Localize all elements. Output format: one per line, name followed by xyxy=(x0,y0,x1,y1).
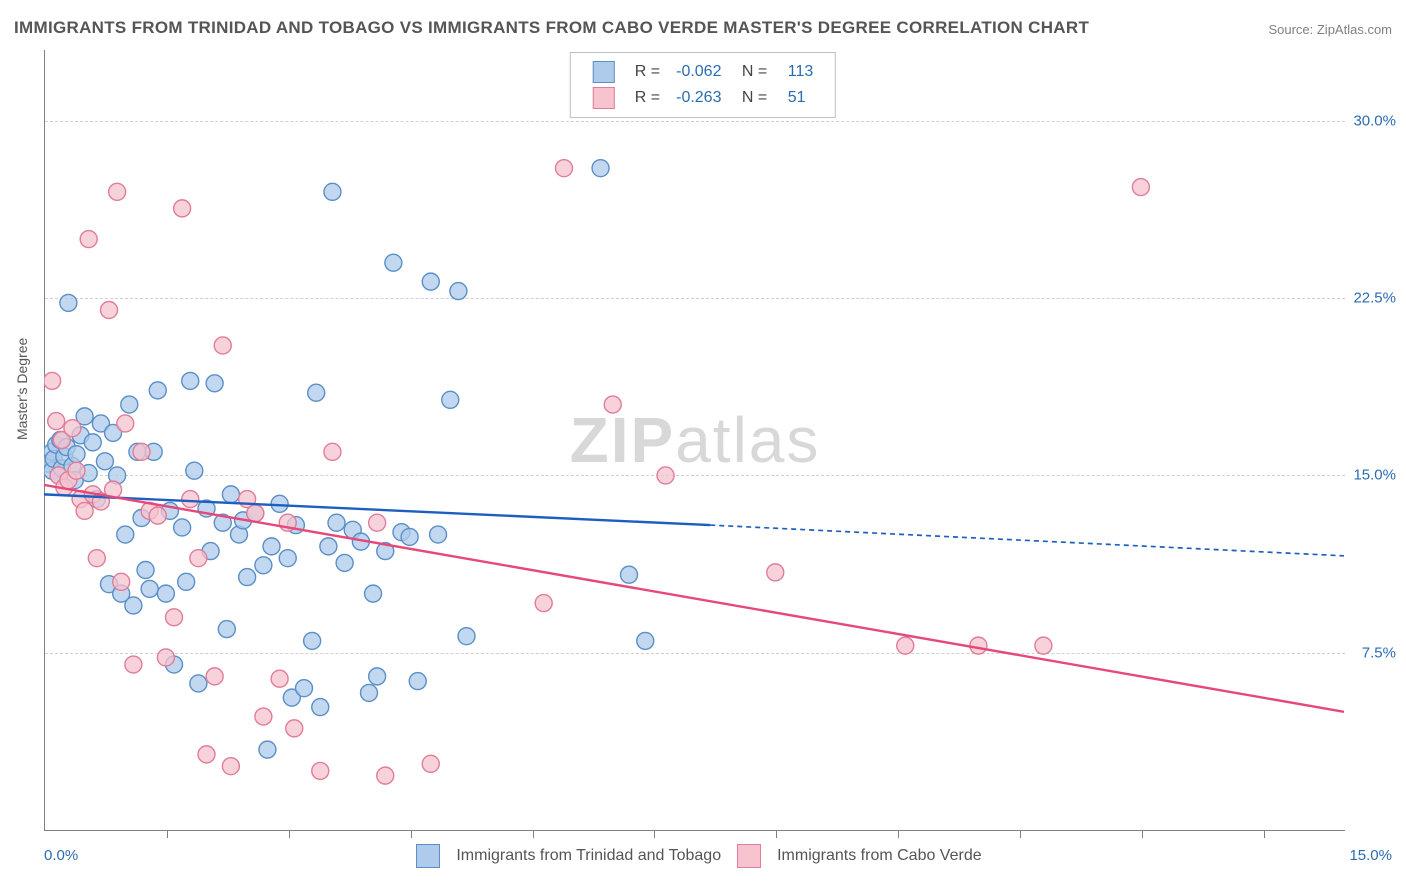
legend-swatch xyxy=(593,87,615,109)
x-tick-mark xyxy=(1020,830,1021,838)
legend-row: R =-0.263 N = 51 xyxy=(585,85,821,111)
legend-series-label: Immigrants from Cabo Verde xyxy=(777,847,982,864)
x-tick-label: 15.0% xyxy=(1349,847,1392,864)
y-axis-label: Master's Degree xyxy=(14,338,30,440)
x-tick-mark xyxy=(654,830,655,838)
x-tick-mark xyxy=(898,830,899,838)
gridline xyxy=(45,298,1345,299)
legend-swatch xyxy=(737,844,761,868)
legend-series-label: Immigrants from Trinidad and Tobago xyxy=(456,847,721,864)
y-tick-label: 30.0% xyxy=(1353,112,1396,129)
legend-n-value: 51 xyxy=(775,85,821,111)
x-tick-mark xyxy=(289,830,290,838)
legend-n-value: 113 xyxy=(775,59,821,85)
watermark: ZIPatlas xyxy=(570,403,821,477)
x-tick-mark xyxy=(533,830,534,838)
x-tick-label: 0.0% xyxy=(44,847,78,864)
legend-n-label: N = xyxy=(729,59,775,85)
gridline xyxy=(45,475,1345,476)
correlation-legend: R =-0.062 N = 113R =-0.263 N = 51 xyxy=(570,52,836,118)
y-tick-label: 15.0% xyxy=(1353,467,1396,484)
plot-area: ZIPatlas xyxy=(44,50,1345,831)
x-tick-mark xyxy=(1142,830,1143,838)
source-attribution: Source: ZipAtlas.com xyxy=(1268,22,1392,37)
legend-n-label: N = xyxy=(729,85,775,111)
x-tick-mark xyxy=(411,830,412,838)
y-tick-label: 22.5% xyxy=(1353,290,1396,307)
y-tick-label: 7.5% xyxy=(1362,644,1396,661)
gridline xyxy=(45,121,1345,122)
legend-row: R =-0.062 N = 113 xyxy=(585,59,821,85)
legend-r-value: -0.062 xyxy=(668,59,729,85)
legend-r-value: -0.263 xyxy=(668,85,729,111)
x-tick-mark xyxy=(776,830,777,838)
x-tick-mark xyxy=(1264,830,1265,838)
legend-swatch xyxy=(593,61,615,83)
gridline xyxy=(45,653,1345,654)
chart-title: IMMIGRANTS FROM TRINIDAD AND TOBAGO VS I… xyxy=(14,18,1089,38)
legend-r-label: R = xyxy=(627,85,668,111)
legend-r-label: R = xyxy=(627,59,668,85)
legend-swatch xyxy=(416,844,440,868)
series-legend: Immigrants from Trinidad and Tobago Immig… xyxy=(0,844,1406,868)
x-tick-mark xyxy=(167,830,168,838)
